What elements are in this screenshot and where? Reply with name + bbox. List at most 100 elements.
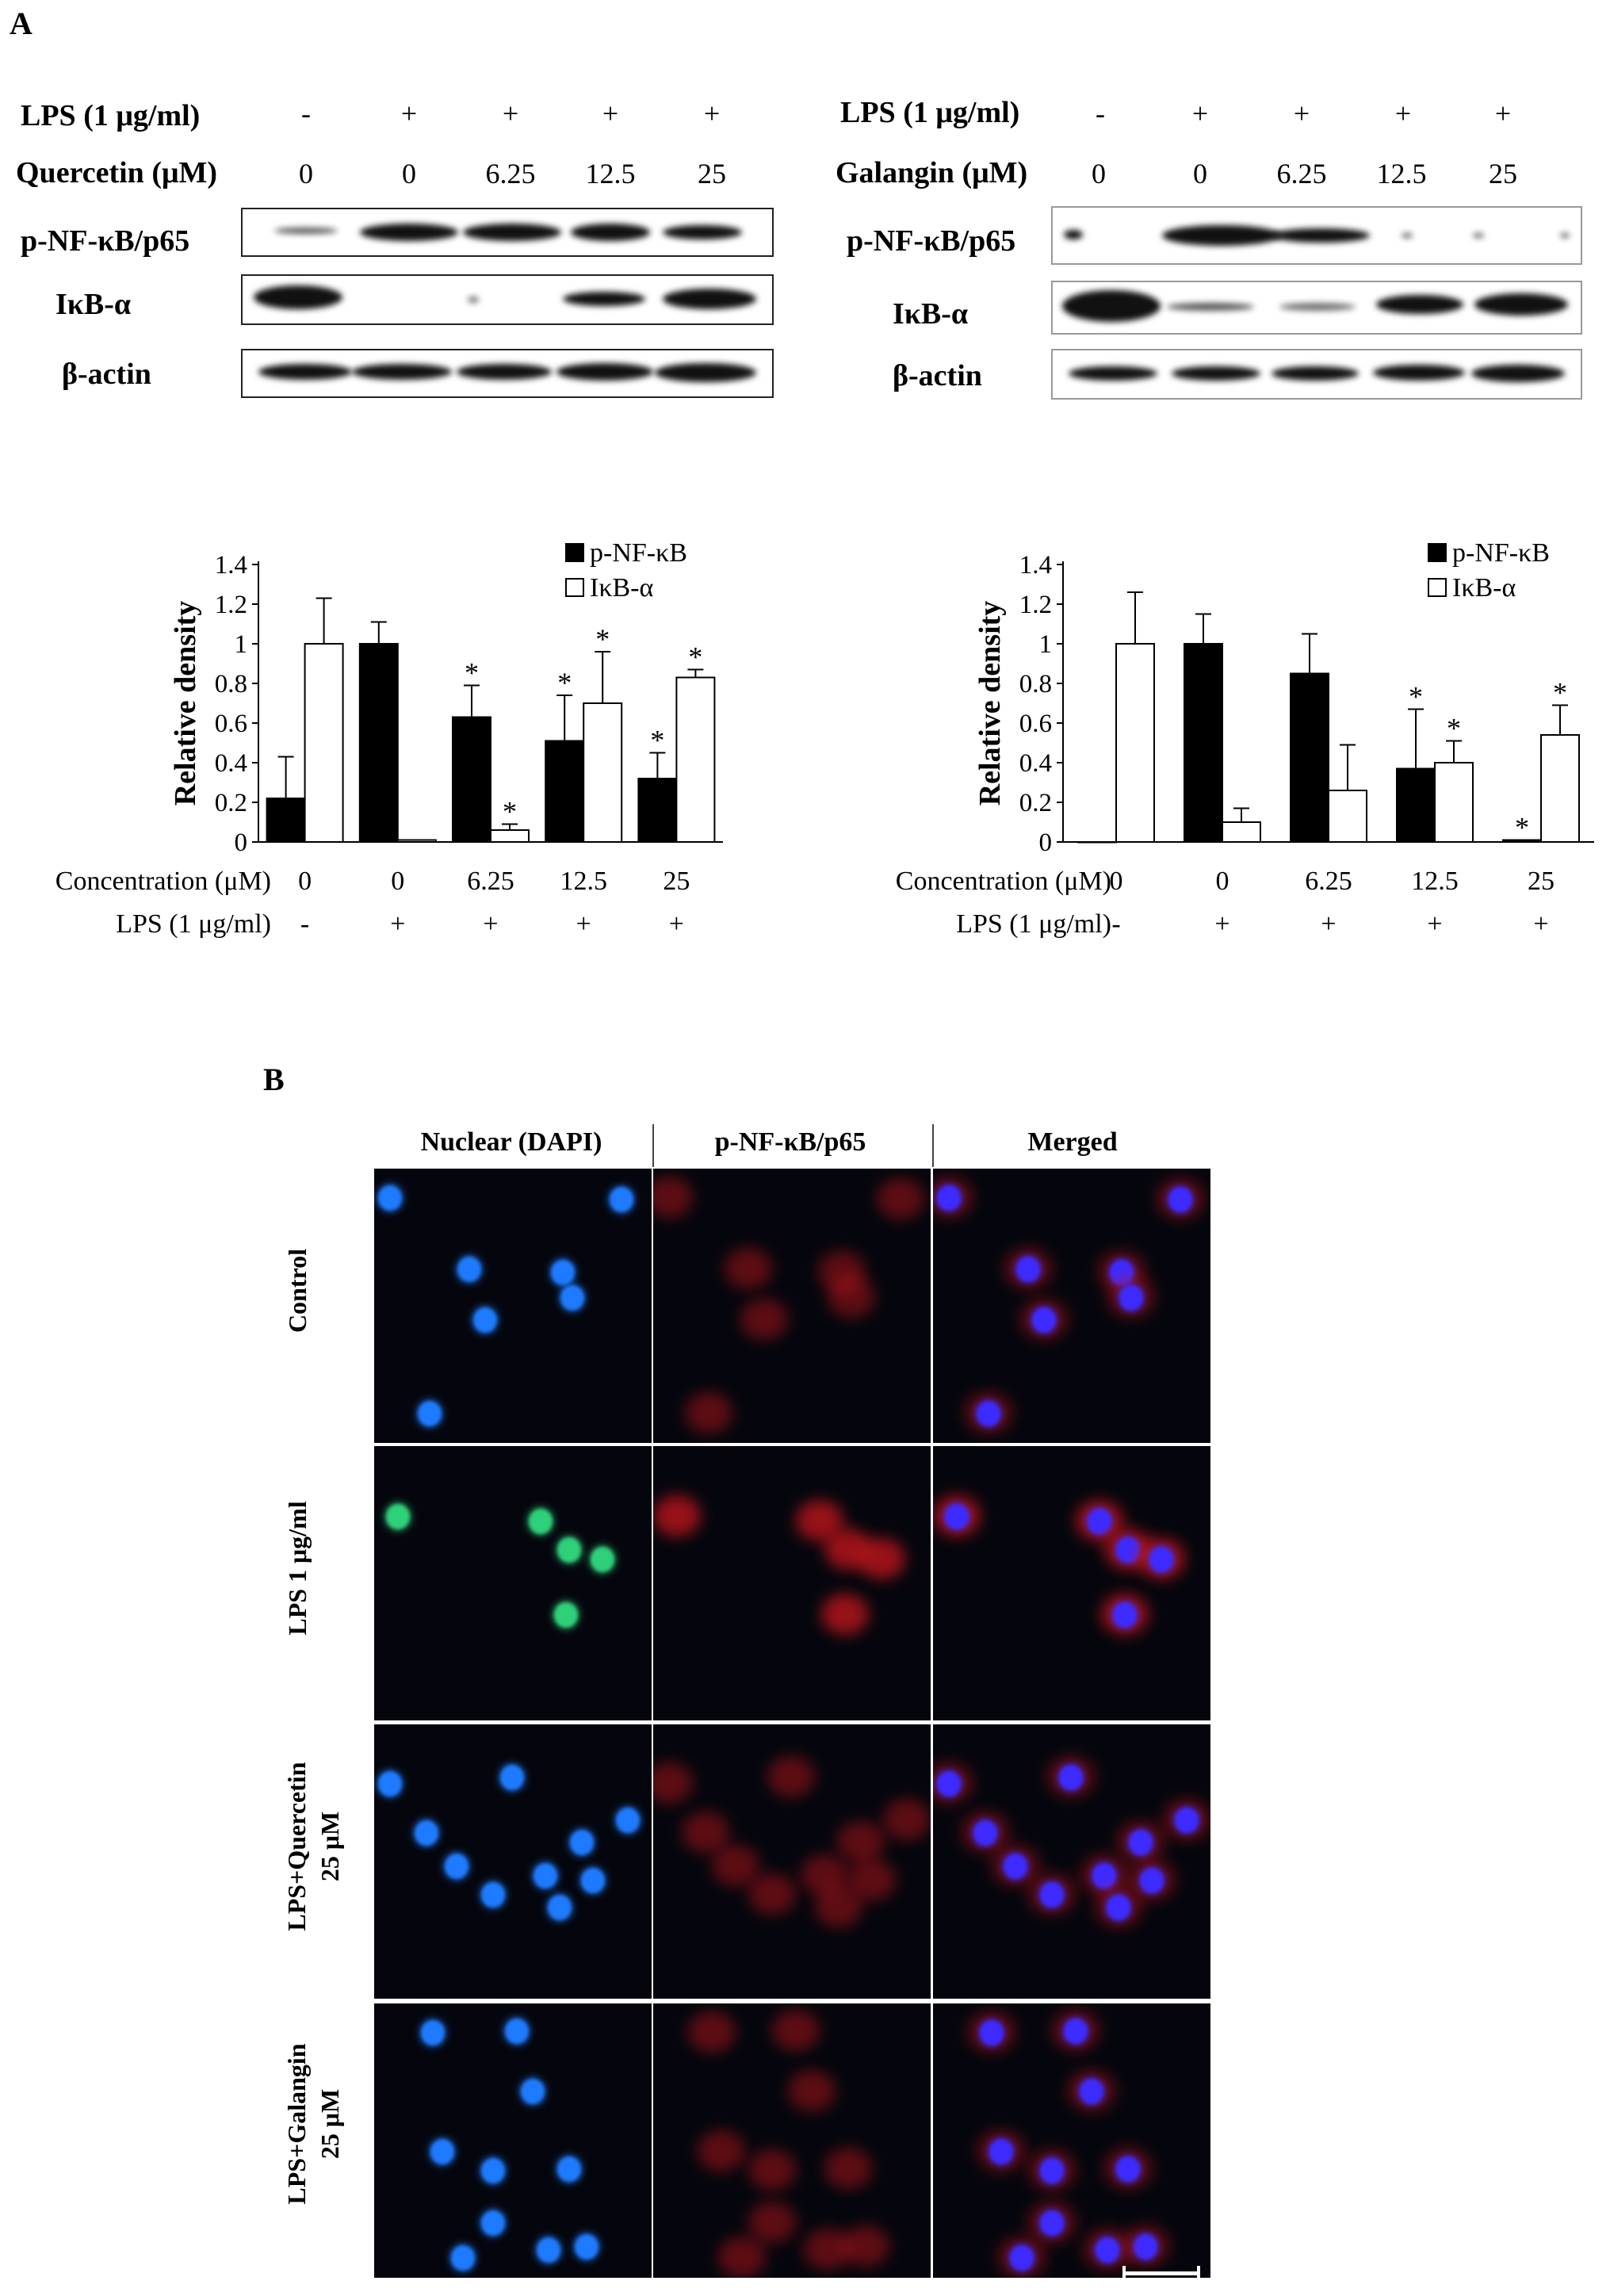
- band: [1167, 303, 1254, 311]
- nucleus: [1040, 1882, 1064, 1908]
- y-tick-label: 1: [1039, 630, 1053, 659]
- nucleus: [581, 1868, 605, 1893]
- significance-star: *: [595, 623, 610, 655]
- scale-bar-tick: [1122, 2266, 1126, 2281]
- nucleus: [1080, 2079, 1103, 2104]
- y-tick-label: 0.2: [215, 789, 247, 817]
- row-label-control: Control: [281, 1168, 314, 1414]
- micrograph-cell: [653, 1169, 931, 1443]
- nucleus: [481, 1882, 505, 1908]
- band: [663, 225, 742, 239]
- p65-signal: [828, 1276, 875, 1318]
- lps-value: +: [1191, 98, 1209, 129]
- band: [352, 364, 452, 380]
- nucleus: [945, 1504, 969, 1529]
- band: [1162, 225, 1281, 246]
- significance-star: *: [1447, 713, 1461, 744]
- band-label-p65: p-NF-κB/p65: [21, 224, 190, 258]
- concentration-row-label: Concentration (μM): [55, 867, 271, 896]
- p65-signal: [883, 1799, 931, 1840]
- nucleus: [1140, 1868, 1164, 1893]
- p65-signal: [767, 1756, 815, 1797]
- bar: [637, 778, 678, 843]
- band: [1279, 303, 1356, 311]
- nucleus: [1116, 2156, 1140, 2182]
- band: [1272, 228, 1370, 243]
- p65-signal: [653, 1177, 693, 1218]
- nucleus: [537, 2237, 560, 2263]
- x-tick-label: 0: [1216, 867, 1229, 896]
- x-tick-label: 25: [663, 867, 690, 896]
- band: [463, 224, 561, 241]
- header-divider: [652, 1124, 654, 1167]
- legend-swatch: [1428, 543, 1447, 562]
- x-tick-label: 12.5: [560, 867, 607, 896]
- nucleus: [1175, 1808, 1199, 1833]
- nucleus: [529, 1509, 553, 1534]
- p65-signal: [653, 1762, 693, 1804]
- nucleus: [937, 1771, 961, 1797]
- band: [468, 297, 479, 303]
- p65-signal: [842, 2225, 889, 2267]
- bar: [1434, 762, 1474, 843]
- dose-value: 0: [1092, 158, 1106, 189]
- nucleus: [421, 2020, 445, 2045]
- nucleus: [1032, 1307, 1056, 1333]
- blot-strip-actin: [241, 349, 774, 398]
- x-tick-label: 0: [391, 867, 404, 896]
- band: [1064, 230, 1083, 239]
- nucleus: [1016, 1257, 1040, 1282]
- lps-value: +: [602, 98, 619, 129]
- y-axis-label: Relative density: [169, 601, 202, 806]
- dose-value: 0: [299, 158, 313, 189]
- x-tick-label: 6.25: [1305, 867, 1352, 896]
- x-tick-label: 6.25: [467, 867, 514, 896]
- nucleus: [481, 2158, 505, 2183]
- dose-value: 0: [402, 158, 416, 189]
- row-label-line: 25 μM: [315, 2088, 344, 2160]
- nucleus: [1110, 1260, 1134, 1285]
- significance-star: *: [650, 725, 664, 756]
- dose-value: 0: [1193, 158, 1207, 189]
- nucleus: [1064, 2019, 1088, 2044]
- x-tick-label: 0: [298, 867, 312, 896]
- band-label-ikba: IκB-α: [55, 288, 132, 321]
- blot-strip-p65: [1051, 206, 1582, 265]
- bar: [675, 676, 716, 843]
- blot-strip-ikba: [241, 274, 774, 325]
- p65-signal: [740, 1299, 788, 1340]
- lps-value: +: [703, 98, 721, 129]
- concentration-row-label: Concentration (μM): [896, 867, 1111, 896]
- dose-row-label: Galangin (μM): [836, 156, 1028, 189]
- nucleus: [1149, 1547, 1173, 1572]
- nucleus: [505, 2019, 529, 2044]
- nucleus: [481, 2210, 505, 2236]
- nucleus: [1040, 2158, 1064, 2183]
- panel-b-letter: B: [263, 1062, 285, 1097]
- header-divider: [932, 1124, 934, 1167]
- row-label-lps: LPS 1 μg/ml: [281, 1445, 314, 1691]
- nucleus: [1004, 1854, 1027, 1879]
- nucleus: [1096, 2237, 1119, 2263]
- nucleus: [575, 2234, 598, 2260]
- blot-strip-ikba: [1051, 281, 1582, 335]
- nucleus: [1107, 1895, 1130, 1920]
- lps-sign-label: +: [390, 909, 405, 939]
- band-label-actin: β-actin: [893, 359, 982, 392]
- blot-strip-p65: [241, 208, 774, 257]
- lps-value: +: [1394, 98, 1412, 129]
- bar: [1077, 841, 1117, 844]
- nucleus: [457, 1257, 481, 1282]
- p65-signal: [788, 2070, 836, 2111]
- p65-signal: [837, 1821, 885, 1862]
- band-label-actin: β-actin: [62, 358, 151, 391]
- band: [1474, 293, 1568, 316]
- scale-bar-tick: [1197, 2266, 1200, 2281]
- nucleus: [989, 2139, 1013, 2164]
- micrograph-cell: [653, 2003, 931, 2278]
- significance-star: *: [1515, 812, 1529, 844]
- y-tick-label: 0.2: [1019, 789, 1052, 817]
- lps-row-label: LPS (1 μg/ml): [116, 909, 271, 939]
- band: [1069, 366, 1157, 381]
- nucleus: [1119, 1285, 1143, 1311]
